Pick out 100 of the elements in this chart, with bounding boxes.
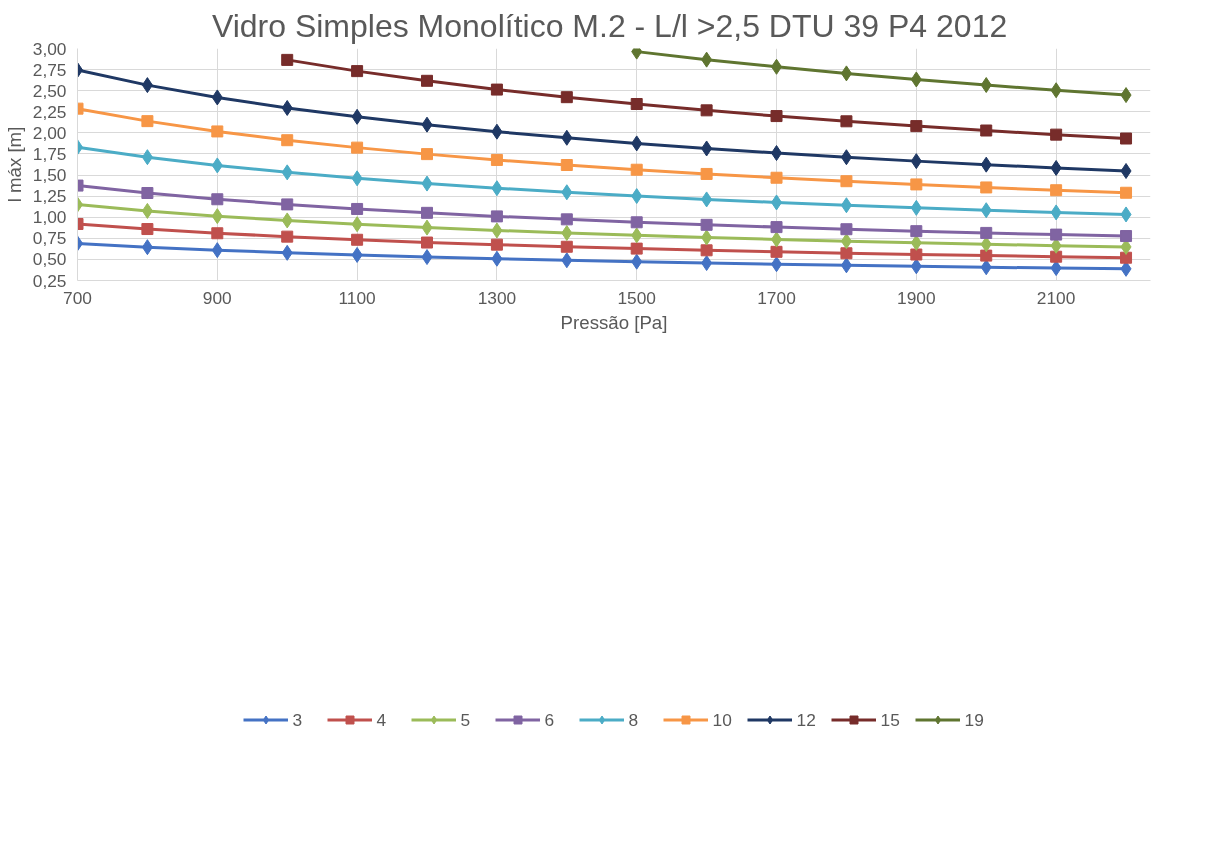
point — [771, 194, 783, 211]
point — [701, 229, 713, 246]
point — [630, 163, 643, 176]
point — [701, 255, 713, 272]
point — [910, 153, 922, 170]
point — [351, 202, 364, 215]
point — [840, 247, 853, 260]
point — [701, 51, 713, 68]
point — [910, 225, 923, 238]
point — [840, 65, 852, 82]
point — [281, 53, 294, 66]
point — [560, 159, 573, 172]
point — [980, 124, 993, 137]
point — [421, 236, 434, 249]
point — [351, 246, 363, 263]
point — [840, 233, 852, 250]
point — [1050, 260, 1062, 277]
point — [910, 234, 922, 251]
x-tick-label: 1700 — [757, 287, 796, 308]
point — [631, 135, 643, 152]
point — [980, 249, 993, 262]
legend-label: 5 — [460, 709, 472, 731]
x-tick-label: 2100 — [1036, 287, 1076, 308]
point — [1120, 163, 1132, 179]
point — [1050, 228, 1063, 241]
point — [421, 219, 433, 236]
x-tick-label: 1500 — [617, 287, 657, 308]
x-axis-title: Pressão [Pa] — [560, 311, 668, 333]
point — [421, 74, 434, 87]
point — [910, 71, 922, 88]
legend-label: 10 — [712, 709, 733, 731]
point — [141, 239, 153, 256]
point — [281, 230, 294, 243]
y-tick-label: 2,00 — [32, 122, 67, 143]
point — [770, 110, 783, 123]
point — [840, 197, 852, 214]
point — [980, 181, 993, 194]
point — [1120, 206, 1132, 223]
point — [980, 77, 992, 94]
point — [561, 129, 573, 146]
point — [770, 245, 783, 258]
point — [700, 167, 713, 180]
y-tick-label: 0,75 — [32, 228, 67, 249]
point — [141, 187, 154, 200]
point — [141, 77, 153, 94]
y-tick-label: 1,25 — [32, 186, 67, 207]
point — [840, 223, 853, 236]
point — [1050, 250, 1063, 263]
y-tick-label: 3,00 — [32, 38, 67, 59]
point — [141, 202, 153, 219]
point — [1120, 186, 1133, 199]
point — [490, 153, 503, 166]
point — [490, 83, 503, 96]
point — [281, 212, 293, 229]
point — [491, 222, 503, 239]
point — [281, 164, 293, 181]
point — [770, 221, 783, 234]
legend-label: 19 — [964, 709, 985, 731]
point — [560, 91, 573, 104]
point — [980, 236, 992, 253]
point — [910, 258, 922, 275]
y-tick-label: 1,75 — [32, 143, 67, 164]
point — [980, 156, 992, 173]
y-axis-title: l máx [m] — [3, 126, 25, 203]
y-tick-label: 1,00 — [32, 207, 67, 228]
legend-label: 3 — [292, 709, 304, 731]
point — [770, 171, 783, 184]
point — [910, 199, 922, 216]
point — [630, 242, 643, 255]
point — [771, 231, 783, 248]
point — [1050, 82, 1062, 99]
point — [281, 198, 294, 211]
point — [421, 148, 434, 161]
y-tick-label: 0,50 — [32, 249, 67, 270]
legend-label: 15 — [880, 709, 901, 731]
y-tick-label: 2,75 — [32, 59, 67, 80]
point — [211, 242, 223, 259]
point — [141, 149, 153, 166]
point — [491, 180, 503, 197]
point — [701, 191, 713, 208]
point — [351, 65, 364, 78]
point — [211, 193, 224, 206]
point — [490, 210, 503, 223]
point — [1050, 159, 1062, 176]
point — [491, 250, 503, 267]
x-tick-label: 1900 — [897, 287, 936, 308]
point — [630, 216, 643, 229]
point — [141, 115, 154, 128]
point — [561, 225, 573, 241]
point — [771, 145, 783, 162]
point — [630, 98, 643, 111]
point — [1120, 132, 1133, 145]
point — [560, 213, 573, 226]
point — [211, 125, 224, 138]
point — [980, 259, 992, 276]
x-tick-label: 900 — [202, 287, 232, 308]
point — [421, 116, 433, 133]
point — [701, 140, 713, 157]
point — [631, 253, 643, 270]
point — [910, 178, 923, 191]
